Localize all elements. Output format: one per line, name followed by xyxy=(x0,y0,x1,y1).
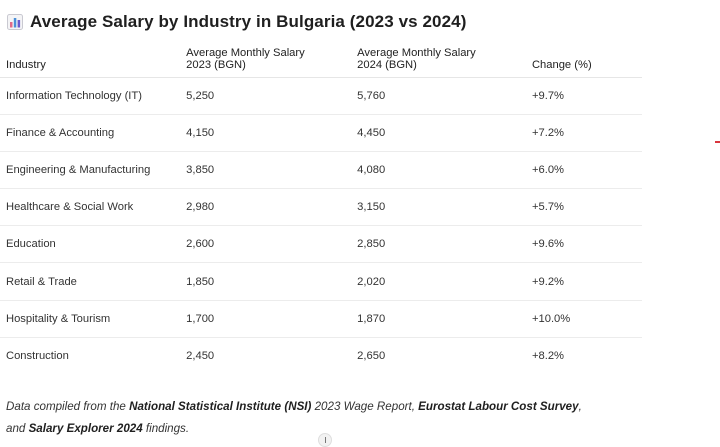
header-industry: Industry xyxy=(0,39,181,78)
salary-table: Industry Average Monthly Salary 2023 (BG… xyxy=(0,39,642,374)
footnote-source-nsi: National Statistical Institute (NSI) xyxy=(129,400,312,413)
cell-industry: Engineering & Manufacturing xyxy=(0,151,181,190)
cell-salary-2024: 4,080 xyxy=(351,151,526,190)
table-row: Information Technology (IT) 5,250 5,760 … xyxy=(0,77,642,116)
cell-salary-2023: 1,850 xyxy=(180,262,352,301)
cell-change: +7.2% xyxy=(525,114,642,153)
footnote-text: , xyxy=(578,400,582,413)
table-row: Engineering & Manufacturing 3,850 4,080 … xyxy=(0,151,642,190)
source-footnote: Data compiled from the National Statisti… xyxy=(6,396,666,440)
cell-salary-2023: 4,150 xyxy=(180,114,352,153)
table-row: Finance & Accounting 4,150 4,450 +7.2% xyxy=(0,114,642,153)
cell-salary-2024: 1,870 xyxy=(351,300,526,338)
header-salary-2024: Average Monthly Salary 2024 (BGN) xyxy=(351,39,526,78)
footnote-text: Data compiled from the xyxy=(6,400,130,413)
cell-industry: Hospitality & Tourism xyxy=(0,300,181,338)
table-row: Healthcare & Social Work 2,980 3,150 +5.… xyxy=(0,188,642,227)
cell-change: +5.7% xyxy=(525,188,642,227)
edge-marker xyxy=(715,141,720,143)
cell-salary-2023: 3,850 xyxy=(180,151,352,190)
title-row: Average Salary by Industry in Bulgaria (… xyxy=(7,10,466,34)
cell-salary-2024: 2,850 xyxy=(351,225,526,264)
bar-chart-icon xyxy=(7,14,23,30)
footnote-text: 2023 Wage Report, xyxy=(311,400,419,413)
cell-salary-2023: 2,450 xyxy=(186,349,215,362)
cell-change: +6.0% xyxy=(525,151,642,190)
cell-salary-2024: 4,450 xyxy=(351,114,526,153)
scroll-down-icon[interactable] xyxy=(318,433,332,447)
cell-salary-2023: 2,600 xyxy=(180,225,352,264)
cell-change: +10.0% xyxy=(525,300,642,338)
table-row: Hospitality & Tourism 1,700 1,870 +10.0% xyxy=(0,300,642,338)
table-row: Education 2,600 2,850 +9.6% xyxy=(0,225,642,264)
cell-industry: Education xyxy=(0,225,181,264)
footnote-source-eurostat: Eurostat Labour Cost Survey xyxy=(418,400,579,413)
page-title: Average Salary by Industry in Bulgaria (… xyxy=(30,12,467,31)
cell-change: +9.6% xyxy=(525,225,642,264)
footnote-text: and xyxy=(6,422,29,435)
cell-industry: Information Technology (IT) xyxy=(0,77,181,116)
cell-salary-2023: 2,980 xyxy=(180,188,352,227)
cell-salary-2023: 5,250 xyxy=(180,77,352,116)
table-row: Retail & Trade 1,850 2,020 +9.2% xyxy=(0,262,642,301)
header-salary-2024-line2: 2024 (BGN) xyxy=(357,59,417,71)
cell-salary-2024: 2,020 xyxy=(351,262,526,301)
cell-salary-2023: 1,700 xyxy=(180,300,352,338)
header-salary-2023: Average Monthly Salary 2023 (BGN) xyxy=(180,39,352,78)
table-row: Construction 2,450 2,650 +8.2% xyxy=(0,337,642,374)
cell-industry: Finance & Accounting xyxy=(0,114,181,153)
header-change: Change (%) xyxy=(525,39,642,78)
cell-industry: Healthcare & Social Work xyxy=(0,188,181,227)
table-header-row: Industry Average Monthly Salary 2023 (BG… xyxy=(0,39,642,78)
cell-change: +9.2% xyxy=(525,262,642,301)
cell-salary-2024: 2,650 xyxy=(357,349,386,362)
footnote-source-salary-explorer: Salary Explorer 2024 xyxy=(28,422,143,435)
cell-salary-2024: 5,760 xyxy=(351,77,526,116)
cell-salary-2024: 3,150 xyxy=(351,188,526,227)
cell-industry: Construction xyxy=(6,349,69,362)
header-salary-2023-line2: 2023 (BGN) xyxy=(186,59,246,71)
header-salary-2023-line1: Average Monthly Salary xyxy=(186,47,305,59)
cell-change: +8.2% xyxy=(531,349,565,362)
cell-change: +9.7% xyxy=(525,77,642,116)
header-salary-2024-line1: Average Monthly Salary xyxy=(357,47,476,59)
footnote-text: findings. xyxy=(142,422,190,435)
cell-industry: Retail & Trade xyxy=(0,262,181,301)
